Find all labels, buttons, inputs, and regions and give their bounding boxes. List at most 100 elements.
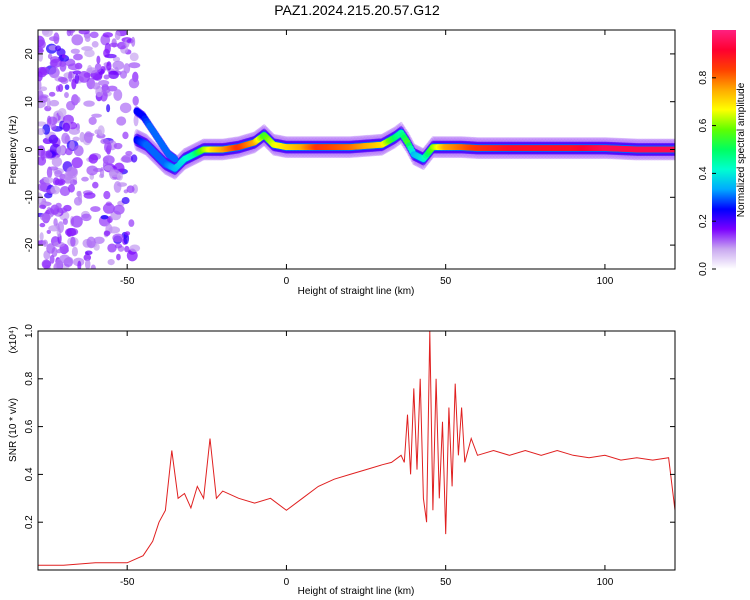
noise-speckle xyxy=(90,264,96,269)
noise-speckle xyxy=(61,54,66,59)
noise-speckle xyxy=(71,157,83,169)
spectrogram-x-axis-label: Height of straight line (km) xyxy=(298,286,415,297)
noise-speckle xyxy=(67,63,80,71)
spectrogram-y-tick-label: 20 xyxy=(24,48,35,60)
noise-speckle xyxy=(57,221,64,233)
noise-speckle xyxy=(38,192,43,204)
noise-speckle xyxy=(38,47,44,54)
noise-speckle xyxy=(116,253,121,261)
spectrogram-y-tick-label: 10 xyxy=(24,96,35,108)
noise-speckle xyxy=(123,232,130,245)
noise-speckle xyxy=(56,145,66,155)
snr-y-tick-label: 0.8 xyxy=(24,371,35,385)
spectrogram-y-axis-label: Frequency (Hz) xyxy=(8,116,19,185)
noise-speckle xyxy=(114,243,123,249)
noise-speckle xyxy=(44,192,53,199)
noise-speckle xyxy=(62,248,69,253)
noise-speckle xyxy=(88,154,99,164)
noise-speckle xyxy=(97,125,105,136)
noise-speckle xyxy=(84,49,95,58)
noise-speckle xyxy=(65,228,77,237)
noise-speckle xyxy=(71,34,84,46)
noise-speckle xyxy=(83,100,95,107)
noise-speckle xyxy=(130,154,138,163)
noise-speckle xyxy=(38,52,43,62)
spectrogram-x-axis: -50 0 50 100 xyxy=(120,30,614,287)
noise-speckle xyxy=(70,236,76,247)
noise-speckle xyxy=(77,260,82,269)
noise-speckle xyxy=(124,245,130,253)
noise-speckle xyxy=(66,30,72,37)
snr-y-axis-label: SNR (10 * v/v) xyxy=(8,398,19,462)
noise-speckle xyxy=(81,213,92,222)
noise-speckle xyxy=(107,243,117,253)
noise-speckle xyxy=(84,250,93,256)
noise-speckle xyxy=(54,178,66,186)
noise-speckle xyxy=(103,190,111,200)
noise-speckle xyxy=(122,131,129,140)
noise-speckle xyxy=(73,145,84,157)
noise-speckle xyxy=(113,89,123,101)
snr-x-axis: -50 0 50 100 xyxy=(120,331,614,588)
noise-speckle xyxy=(58,107,67,117)
noise-speckle xyxy=(103,165,113,171)
noise-speckle xyxy=(77,190,82,203)
noise-speckle xyxy=(48,166,59,171)
spectrogram-y-tick-label: -10 xyxy=(24,190,35,205)
noise-speckle xyxy=(41,30,53,38)
noise-speckle xyxy=(62,218,68,225)
colorbar-tick-label: 0.4 xyxy=(698,166,709,180)
noise-speckle xyxy=(108,226,121,234)
noise-speckle xyxy=(100,138,109,145)
noise-speckle xyxy=(86,165,98,176)
noise-speckle xyxy=(114,31,121,41)
noise-speckle xyxy=(102,203,115,214)
snr-line-layer xyxy=(38,331,675,566)
noise-speckle xyxy=(106,104,111,113)
noise-speckle xyxy=(128,78,140,89)
spectrogram-panel: -50 0 50 100 -20 -10 0 10 20 Height of straight… xyxy=(8,29,676,297)
noise-speckle xyxy=(129,244,141,252)
noise-speckle xyxy=(62,122,71,132)
noise-speckle xyxy=(38,127,45,136)
noise-speckle xyxy=(126,185,135,194)
noise-speckle xyxy=(49,99,60,107)
noise-speckle xyxy=(86,236,96,249)
noise-speckle xyxy=(70,215,83,228)
noise-speckle xyxy=(48,66,60,79)
noise-speckle xyxy=(131,36,136,47)
noise-speckle xyxy=(91,82,101,90)
spectrogram-x-tick-label: 100 xyxy=(597,276,614,287)
noise-speckle xyxy=(106,61,112,71)
noise-speckle xyxy=(117,172,123,181)
noise-speckle xyxy=(39,86,48,92)
noise-speckle xyxy=(41,259,51,269)
noise-speckle xyxy=(38,182,48,192)
spectrogram-y-axis: -20 -10 0 10 20 xyxy=(24,48,675,252)
noise-speckle xyxy=(38,156,47,166)
noise-speckle xyxy=(71,246,78,257)
noise-speckle xyxy=(61,132,70,144)
noise-speckle xyxy=(91,40,99,48)
noise-speckle xyxy=(91,113,102,118)
noise-speckle xyxy=(72,70,82,75)
snr-plot-area xyxy=(38,331,675,570)
noise-speckle xyxy=(88,116,97,125)
noise-speckle xyxy=(38,66,47,78)
snr-y-tick-label: 1.0 xyxy=(24,324,35,338)
noise-speckle xyxy=(113,204,125,215)
noise-speckle xyxy=(90,206,101,212)
noise-speckle xyxy=(73,96,81,104)
noise-speckle xyxy=(81,176,89,182)
noise-speckle xyxy=(128,62,141,69)
noise-speckle xyxy=(48,225,61,232)
noise-speckle xyxy=(53,218,58,227)
noise-speckle xyxy=(46,97,51,109)
colorbar-tick-label: 0.6 xyxy=(698,118,709,132)
noise-speckle xyxy=(50,58,62,68)
noise-speckle xyxy=(68,71,73,82)
noise-speckle xyxy=(40,213,51,222)
noise-speckle xyxy=(42,239,48,247)
noise-speckle xyxy=(78,30,90,35)
